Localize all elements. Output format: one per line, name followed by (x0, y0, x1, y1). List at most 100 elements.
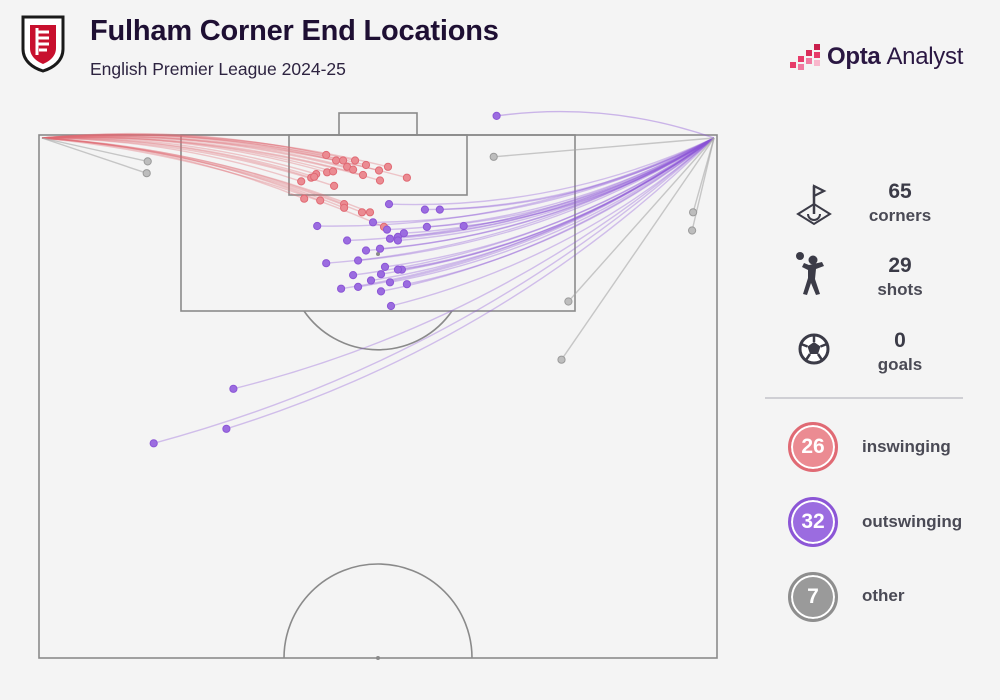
outswinging-trajectory (388, 137, 715, 206)
outswinging-trajectory (353, 137, 715, 276)
legend-outswinging-count: 32 (788, 497, 838, 547)
inswinging-trajectory (41, 132, 327, 156)
outswinging-trajectory (386, 137, 715, 231)
outswinging-trajectory (397, 137, 715, 271)
outswinging-trajectory (370, 137, 715, 282)
outswinging-end-point (380, 262, 390, 271)
inswinging-end-point (310, 172, 319, 181)
outswinging-end-point (349, 271, 358, 280)
corners-value: 65 (888, 180, 912, 203)
other-trajectory (493, 137, 715, 158)
inswinging-end-point (357, 208, 367, 217)
outswinging-end-point (376, 270, 386, 279)
inswinging-trajectory (41, 137, 345, 205)
other-trajectory (567, 137, 715, 302)
legend-other-label: other (862, 586, 905, 605)
other-end-point (142, 169, 151, 178)
inswinging-end-point (329, 167, 338, 176)
inswinging-end-point (375, 176, 385, 185)
inswinging-end-point (402, 173, 411, 182)
inswinging-end-point (297, 177, 306, 186)
divider (765, 397, 963, 399)
outswinging-end-point (368, 218, 378, 227)
outswinging-end-point (384, 200, 394, 209)
inswinging-trajectory (41, 136, 317, 175)
outswinging-trajectory (380, 137, 715, 293)
inswinging-end-point (349, 165, 358, 174)
outswinging-trajectory (403, 137, 715, 234)
outswinging-end-point (435, 205, 444, 214)
outswinging-end-point (420, 205, 429, 214)
outswinging-trajectory (358, 137, 715, 262)
goals-value: 0 (894, 329, 906, 352)
inswinging-end-point (322, 150, 331, 160)
inswinging-trajectory (41, 133, 356, 162)
other-trajectory (560, 137, 715, 361)
outswinging-trajectory (424, 137, 715, 211)
inswinging-trajectory (41, 136, 334, 173)
penalty-arc (303, 310, 453, 351)
page-subtitle: English Premier League 2024-25 (90, 59, 346, 79)
inswinging-end-point (300, 194, 309, 203)
outswinging-trajectory (153, 137, 715, 444)
inswinging-trajectory (41, 137, 315, 178)
inswinging-end-point (332, 156, 341, 165)
outswinging-end-point (393, 265, 402, 274)
outswinging-trajectory (365, 137, 715, 252)
outswinging-end-point (354, 256, 363, 265)
outswinging-trajectory (380, 137, 715, 275)
outswinging-end-point (402, 280, 411, 289)
centre-spot (376, 656, 380, 660)
outswinging-trajectory (406, 137, 715, 285)
inswinging-trajectory (41, 137, 335, 187)
outswinging-end-point (422, 222, 431, 231)
outswinging-end-point (385, 278, 395, 287)
fulham-crest-logo (21, 15, 65, 73)
inswinging-end-point (316, 196, 325, 205)
outswinging-trajectory (463, 137, 715, 227)
outswinging-trajectory (372, 137, 715, 223)
header-player-icon (796, 252, 824, 295)
outswinging-end-point (375, 244, 385, 253)
outswinging-end-point (149, 439, 158, 448)
outswinging-end-point (399, 229, 408, 238)
outswinging-trajectory (233, 137, 715, 390)
pitch-chart (38, 110, 718, 660)
opta-analyst-logo: Opta Analyst (788, 40, 963, 74)
inswinging-trajectory (41, 135, 408, 179)
penalty-area (180, 134, 576, 312)
inswinging-end-point (374, 166, 384, 175)
inswinging-trajectory (41, 137, 312, 179)
inswinging-end-point (330, 181, 339, 190)
legend-inswinging-label: inswinging (862, 437, 951, 456)
inswinging-end-point (358, 170, 368, 180)
outswinging-end-point (337, 284, 346, 293)
outswinging-end-point (376, 287, 386, 296)
outswinging-end-point (222, 424, 231, 433)
other-end-point (564, 297, 573, 306)
outswinging-end-point (354, 282, 363, 291)
outswinging-trajectory (226, 137, 715, 430)
inswinging-end-point (361, 160, 371, 170)
pitch-markings (38, 112, 718, 660)
outswinging-trajectory (390, 137, 715, 307)
outswinging-trajectory (357, 137, 715, 288)
other-trajectory (41, 137, 147, 174)
brand-name: Opta (827, 43, 881, 70)
penalty-spot (376, 252, 380, 256)
inswinging-trajectory (41, 137, 302, 183)
football-icon (798, 333, 830, 365)
other-trajectory (496, 110, 715, 139)
inswinging-trajectory (41, 137, 305, 200)
inswinging-end-point (340, 203, 349, 212)
pitch-outline (38, 134, 718, 659)
outswinging-trajectory (401, 137, 715, 271)
goals-label: goals (877, 355, 923, 374)
other-end-point (492, 111, 501, 121)
outswinging-trajectory (389, 137, 715, 240)
outswinging-end-point (343, 236, 352, 245)
inswinging-end-point (365, 208, 375, 217)
inswinging-trajectory (41, 135, 348, 168)
inswinging-trajectory (41, 133, 344, 162)
shots-label: shots (877, 280, 923, 299)
